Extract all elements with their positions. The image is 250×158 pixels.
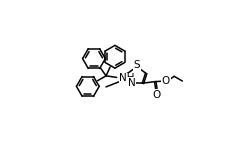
Text: NH: NH	[120, 73, 135, 83]
Text: N: N	[128, 78, 135, 88]
Text: O: O	[152, 90, 160, 100]
Text: S: S	[134, 60, 140, 70]
Text: O: O	[162, 76, 170, 86]
